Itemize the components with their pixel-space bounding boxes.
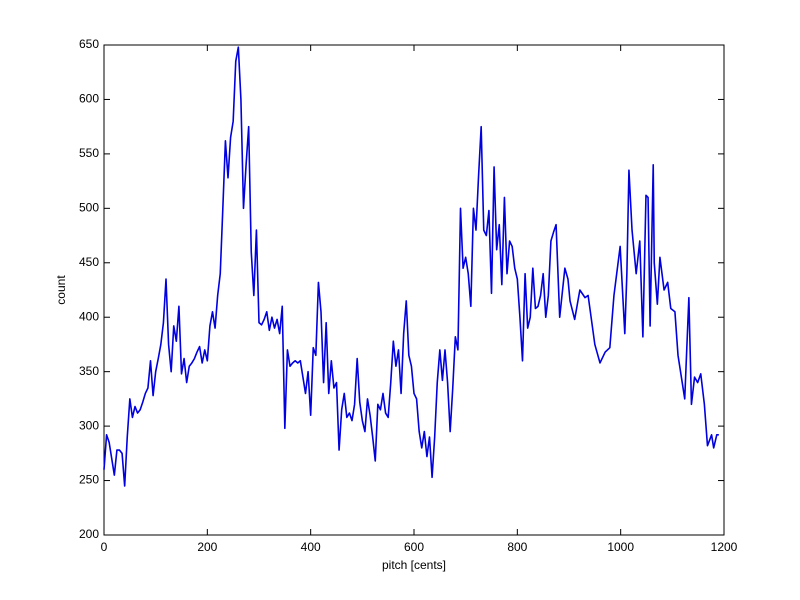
x-tick-label: 1200: [711, 540, 738, 554]
y-axis-label: count: [54, 275, 68, 305]
y-tick-label: 600: [79, 92, 99, 106]
y-tick-label: 550: [79, 146, 99, 160]
y-tick-label: 400: [79, 309, 99, 323]
y-tick-label: 200: [79, 527, 99, 541]
y-tick-label: 650: [79, 37, 99, 51]
x-tick-label: 0: [101, 540, 108, 554]
x-tick-label: 200: [197, 540, 217, 554]
y-tick-label: 350: [79, 364, 99, 378]
x-tick-label: 800: [507, 540, 527, 554]
plot-box: [103, 44, 725, 536]
y-tick-label: 500: [79, 201, 99, 215]
y-tick-label: 300: [79, 418, 99, 432]
x-axis-label: pitch [cents]: [382, 558, 446, 572]
data-line: [103, 46, 719, 487]
x-tick-label: 1000: [607, 540, 634, 554]
x-tick-label: 400: [301, 540, 321, 554]
y-tick-label: 250: [79, 473, 99, 487]
y-tick-label: 450: [79, 255, 99, 269]
x-tick-label: 600: [404, 540, 424, 554]
